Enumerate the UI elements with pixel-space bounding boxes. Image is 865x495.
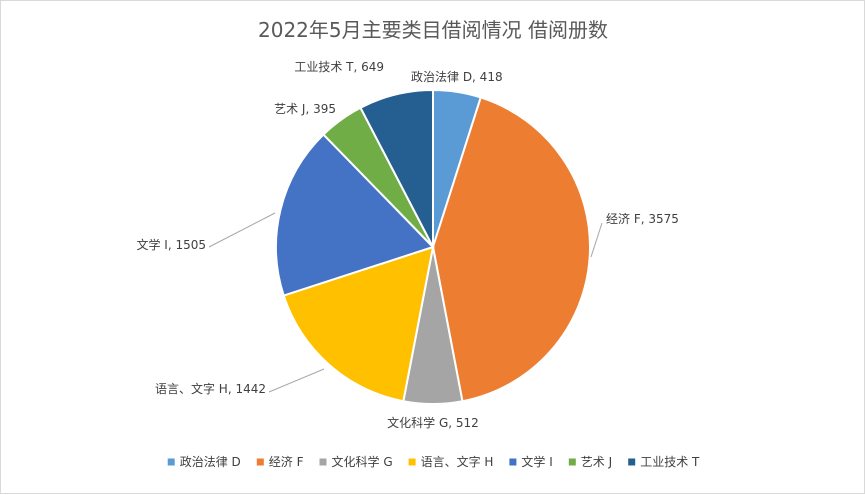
pie-slices xyxy=(275,88,592,405)
legend-label: 语言、文字 H xyxy=(421,454,494,469)
legend-swatch xyxy=(319,458,327,466)
legend-item: 经济 F xyxy=(256,454,304,469)
data-labels: 政治法律 D, 418 经济 F, 3575 文化科学 G, 512 语言、文字 H,… xyxy=(136,60,678,430)
legend-item: 政治法律 D xyxy=(167,455,241,469)
data-label: 文化科学 G, 512 xyxy=(387,415,479,430)
leader-line xyxy=(208,212,276,248)
legend-label: 文学 I xyxy=(521,454,552,469)
pie-slice xyxy=(359,88,434,248)
data-label: 工业技术 T, 649 xyxy=(294,60,384,74)
data-label: 艺术 J, 395 xyxy=(274,102,336,116)
legend-item: 文化科学 G xyxy=(319,454,393,469)
legend-item: 艺术 J xyxy=(568,455,612,469)
chart-title: 2022年5月主要类目借阅情况 借阅册数 xyxy=(258,18,608,42)
legend-item: 文学 I xyxy=(509,454,553,469)
pie-slice xyxy=(282,245,435,403)
legend-label: 艺术 J xyxy=(581,455,612,469)
legend-swatch xyxy=(568,458,576,466)
legend-swatch xyxy=(628,458,636,466)
legend: 政治法律 D 经济 F 文化科学 G 语言、文字 H 文学 I 艺术 J 工业技术 T xyxy=(167,454,700,469)
data-label: 文学 I, 1505 xyxy=(136,237,206,252)
legend-label: 文化科学 G xyxy=(332,454,393,469)
pie-slice xyxy=(275,133,435,297)
data-label: 语言、文字 H, 1442 xyxy=(155,381,266,396)
pie-slice xyxy=(431,96,592,403)
legend-label: 经济 F xyxy=(269,454,304,469)
leader-line xyxy=(590,222,603,258)
data-label: 经济 F, 3575 xyxy=(606,211,679,226)
legend-label: 工业技术 T xyxy=(640,455,700,469)
leader-lines xyxy=(208,212,603,393)
legend-swatch xyxy=(509,458,517,466)
legend-label: 政治法律 D xyxy=(180,455,241,469)
leader-line xyxy=(268,368,325,393)
legend-item: 工业技术 T xyxy=(628,455,700,469)
data-label: 政治法律 D, 418 xyxy=(411,70,503,84)
legend-swatch xyxy=(256,458,264,466)
legend-item: 语言、文字 H xyxy=(408,454,494,469)
legend-swatch xyxy=(167,458,175,466)
legend-swatch xyxy=(408,458,416,466)
